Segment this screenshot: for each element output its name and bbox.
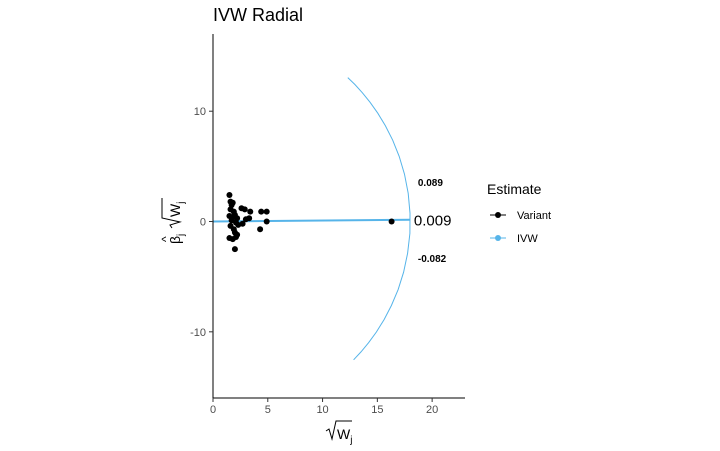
x-axis-title: Wj <box>325 420 352 446</box>
variant-point <box>246 215 253 222</box>
x-tick-label: 15 <box>371 404 383 416</box>
y-axis-ticks: -10 0 10 <box>190 106 213 339</box>
y-tick-label: -10 <box>190 327 206 339</box>
ivw-estimate-label: 0.009 <box>414 212 452 229</box>
variant-point <box>241 206 248 213</box>
x-tick-label: 0 <box>210 404 216 416</box>
variant-point <box>239 220 246 227</box>
y-tick-label: 10 <box>194 106 206 118</box>
legend-title: Estimate <box>487 181 542 197</box>
variant-point <box>247 208 254 215</box>
variant-point <box>229 199 236 206</box>
y-axis-title-text: βj <box>167 234 187 244</box>
beta-hat: ^ <box>159 236 173 242</box>
sqrt-symbol-y <box>161 198 182 229</box>
y-tick-label: 0 <box>200 217 206 229</box>
legend-ivw-label: IVW <box>517 233 538 245</box>
legend-variant-label: Variant <box>517 210 551 222</box>
ci-lower-label: -0.082 <box>418 254 447 265</box>
variant-point <box>263 218 270 225</box>
variant-point <box>257 226 264 233</box>
variant-point <box>388 218 395 225</box>
variant-point <box>226 192 233 199</box>
ci-upper-label: 0.089 <box>418 178 443 189</box>
variant-point <box>231 246 238 253</box>
legend-ivw-point <box>495 235 501 241</box>
x-axis-ticks: 0 5 10 15 20 <box>210 398 438 416</box>
x-tick-label: 10 <box>316 404 328 416</box>
sqrt-symbol <box>325 420 352 441</box>
chart-title: IVW Radial <box>213 5 303 25</box>
y-axis-title: βj ^ Wj <box>159 198 187 244</box>
legend: Estimate Variant IVW <box>487 181 551 245</box>
x-axis-title-text: Wj <box>337 426 352 446</box>
legend-item-ivw: IVW <box>490 233 538 245</box>
legend-variant-point <box>495 212 501 218</box>
variant-point <box>258 208 265 215</box>
x-tick-label: 20 <box>426 404 438 416</box>
variant-point <box>263 208 270 215</box>
plot-area: 0.089 0.009 -0.082 <box>212 77 452 361</box>
y-axis-title-w: Wj <box>167 202 187 217</box>
ci-arc <box>347 77 411 361</box>
legend-item-variant: Variant <box>490 210 551 222</box>
variant-point <box>234 231 241 238</box>
x-tick-label: 5 <box>265 404 271 416</box>
